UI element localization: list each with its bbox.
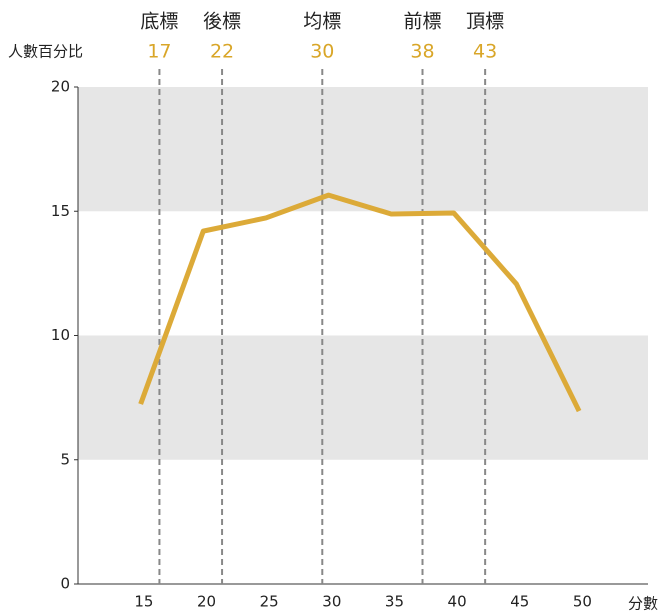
x-axis-label: 分數 (628, 595, 658, 613)
data-line (138, 192, 582, 413)
x-tick-label: 35 (385, 593, 404, 611)
y-axis-label: 人數百分比 (8, 43, 83, 61)
x-tick-label: 45 (510, 593, 529, 611)
y-tick-label: 15 (51, 202, 70, 220)
x-tick-label: 40 (448, 593, 467, 611)
y-tick-label: 10 (51, 326, 70, 344)
marker-name: 頂標 (466, 11, 504, 33)
marker-name: 均標 (303, 11, 341, 33)
x-tick-label: 25 (260, 593, 279, 611)
marker-name: 底標 (140, 11, 178, 33)
marker-name: 前標 (403, 11, 441, 33)
shaded-band (78, 335, 648, 460)
marker-name: 後標 (203, 11, 241, 33)
marker-value: 30 (310, 41, 334, 63)
y-tick-label: 20 (51, 78, 70, 96)
x-tick-label: 20 (197, 593, 216, 611)
marker-value: 22 (210, 41, 234, 63)
x-tick-label: 15 (134, 593, 153, 611)
marker-value: 38 (410, 41, 434, 63)
x-tick-label: 30 (322, 593, 341, 611)
y-tick-label: 5 (60, 450, 70, 468)
y-tick-label: 0 (60, 575, 70, 593)
marker-value: 17 (147, 41, 171, 63)
shaded-band (78, 87, 648, 212)
marker-value: 43 (473, 41, 497, 63)
x-tick-label: 50 (573, 593, 592, 611)
